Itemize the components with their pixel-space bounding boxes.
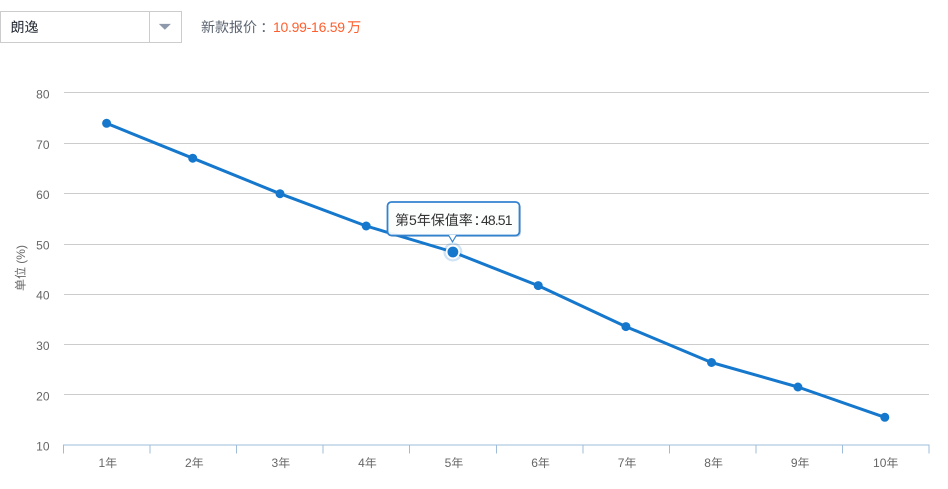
svg-text:10: 10 xyxy=(873,456,887,470)
svg-text:30: 30 xyxy=(36,339,50,353)
svg-text:(%): (%) xyxy=(14,245,28,264)
svg-text:1: 1 xyxy=(98,456,105,470)
svg-text:8: 8 xyxy=(704,456,711,470)
svg-text:48.51: 48.51 xyxy=(481,212,513,228)
svg-text:10.99-16.59: 10.99-16.59 xyxy=(273,19,345,35)
svg-text:20: 20 xyxy=(36,389,50,403)
svg-text:70: 70 xyxy=(36,138,50,152)
svg-text:5: 5 xyxy=(445,456,452,470)
svg-text:3: 3 xyxy=(272,456,279,470)
svg-text:7: 7 xyxy=(618,456,625,470)
svg-text:6: 6 xyxy=(531,456,538,470)
svg-text:50: 50 xyxy=(36,238,50,252)
svg-text:2: 2 xyxy=(185,456,192,470)
svg-text:80: 80 xyxy=(36,88,50,102)
svg-text:10: 10 xyxy=(36,440,50,454)
svg-text:40: 40 xyxy=(36,289,50,303)
svg-text:5: 5 xyxy=(409,212,417,228)
svg-text:9: 9 xyxy=(791,456,798,470)
svg-text:4: 4 xyxy=(358,456,365,470)
svg-text:60: 60 xyxy=(36,188,50,202)
